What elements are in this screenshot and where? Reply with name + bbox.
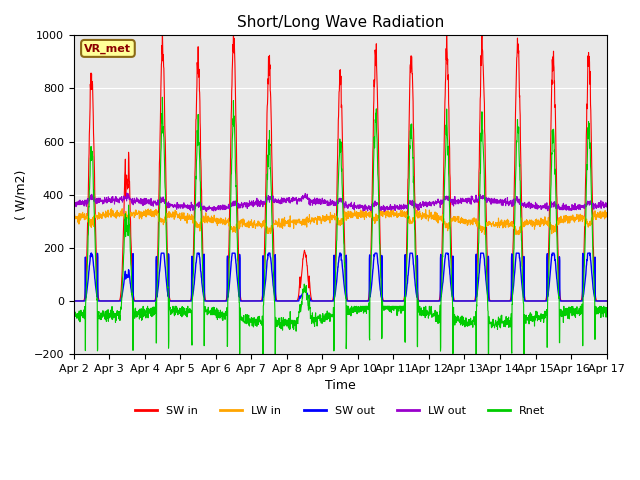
SW out (367, 286, 375, 292)
Rnet (495, 318, 503, 324)
LW in (495, 223, 503, 229)
SW out (556, 258, 563, 264)
Rnet (472, 359, 480, 365)
Line: SW out: SW out (74, 253, 607, 301)
LW in (356, 212, 364, 218)
LW out (123, 190, 131, 196)
LW in (556, 220, 564, 226)
LW out (367, 206, 375, 212)
SW in (603, 298, 611, 304)
LW out (556, 205, 564, 211)
Rnet (159, 95, 166, 100)
LW out (356, 202, 364, 208)
LW out (571, 203, 579, 208)
LW in (512, 232, 520, 238)
Line: LW in: LW in (74, 209, 607, 235)
SW in (70, 298, 77, 304)
Rnet (571, 312, 579, 318)
SW out (219, 298, 227, 304)
SW in (556, 290, 563, 296)
LW in (70, 216, 77, 222)
LW out (70, 201, 77, 207)
SW out (87, 250, 95, 256)
Legend: SW in, LW in, SW out, LW out, Rnet: SW in, LW in, SW out, LW out, Rnet (131, 401, 550, 420)
Rnet (70, 312, 77, 318)
SW in (367, 241, 375, 247)
Line: SW in: SW in (74, 26, 607, 301)
SW out (495, 298, 503, 304)
Rnet (603, 309, 611, 314)
Line: LW out: LW out (74, 193, 607, 212)
Text: VR_met: VR_met (84, 43, 131, 54)
SW in (571, 298, 579, 304)
LW out (603, 201, 611, 206)
LW in (118, 206, 126, 212)
SW in (218, 298, 226, 304)
LW in (571, 218, 579, 224)
LW out (495, 200, 503, 205)
SW in (356, 298, 364, 304)
Rnet (219, 309, 227, 315)
Y-axis label: ( W/m2): ( W/m2) (15, 169, 28, 220)
Line: Rnet: Rnet (74, 97, 607, 362)
SW out (356, 298, 364, 304)
LW in (219, 218, 227, 224)
LW in (367, 212, 375, 217)
SW out (603, 298, 611, 304)
LW in (603, 210, 611, 216)
Rnet (356, 309, 364, 315)
SW in (495, 298, 503, 304)
Rnet (556, 308, 564, 314)
Rnet (367, 258, 375, 264)
SW in (230, 24, 237, 29)
SW out (70, 298, 77, 304)
LW out (219, 207, 227, 213)
LW out (380, 209, 388, 215)
Title: Short/Long Wave Radiation: Short/Long Wave Radiation (237, 15, 444, 30)
X-axis label: Time: Time (324, 379, 356, 392)
SW out (571, 298, 579, 304)
